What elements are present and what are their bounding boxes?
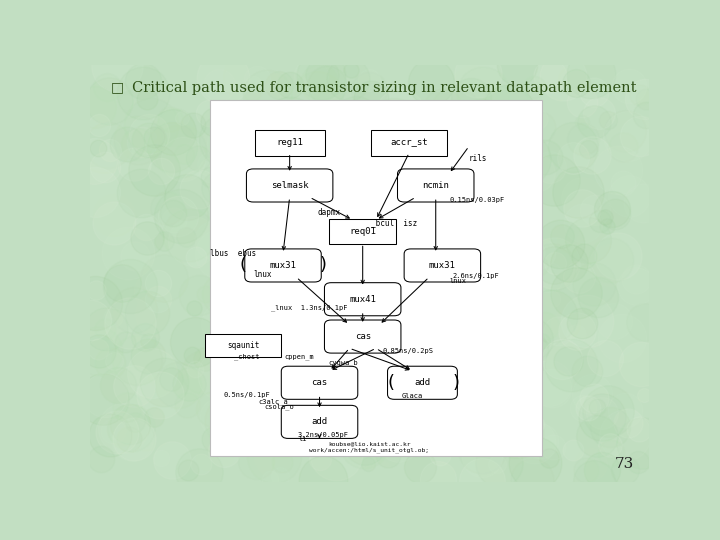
Text: □: □ xyxy=(111,80,125,94)
Text: selmask: selmask xyxy=(271,181,308,190)
Text: mux31: mux31 xyxy=(269,261,297,270)
Text: dapmx: dapmx xyxy=(318,207,341,217)
Text: reg11: reg11 xyxy=(276,138,303,147)
FancyBboxPatch shape xyxy=(245,249,321,282)
FancyBboxPatch shape xyxy=(282,406,358,438)
Text: 3.2ns/0.05pF: 3.2ns/0.05pF xyxy=(297,432,348,438)
Text: _bcul  isz: _bcul isz xyxy=(371,218,418,227)
Text: (: ( xyxy=(387,374,395,392)
FancyBboxPatch shape xyxy=(387,366,457,399)
Text: 0.15ns/0.03pF: 0.15ns/0.03pF xyxy=(449,197,504,202)
FancyBboxPatch shape xyxy=(404,249,481,282)
Text: c3alc_a: c3alc_a xyxy=(258,398,288,404)
Text: req01: req01 xyxy=(349,227,376,236)
Text: mux31: mux31 xyxy=(429,261,456,270)
Text: lbus  ebus: lbus ebus xyxy=(210,248,256,258)
Text: Critical path used for transistor sizing in relevant datapath element: Critical path used for transistor sizing… xyxy=(132,80,636,94)
Text: ncmin: ncmin xyxy=(423,181,449,190)
Text: _lnux  1.3ns/0.1pF: _lnux 1.3ns/0.1pF xyxy=(271,305,348,312)
FancyBboxPatch shape xyxy=(397,169,474,202)
Text: add: add xyxy=(312,417,328,427)
Text: 0.5ns/0.1pF: 0.5ns/0.1pF xyxy=(223,392,270,398)
Text: Glaca: Glaca xyxy=(402,393,423,399)
FancyBboxPatch shape xyxy=(246,169,333,202)
Text: accr_st: accr_st xyxy=(390,138,428,147)
Text: cppen_m: cppen_m xyxy=(284,354,315,360)
Text: cas: cas xyxy=(312,379,328,387)
FancyBboxPatch shape xyxy=(205,334,282,357)
FancyBboxPatch shape xyxy=(282,366,358,399)
FancyBboxPatch shape xyxy=(255,130,325,156)
Text: rils: rils xyxy=(469,154,487,163)
Text: csola_o: csola_o xyxy=(265,403,294,410)
Text: li: li xyxy=(299,436,307,442)
Text: cyqwa_b: cyqwa_b xyxy=(328,359,358,366)
Text: sqaunit: sqaunit xyxy=(227,341,259,350)
Text: _chost: _chost xyxy=(234,354,259,360)
Text: lnux: lnux xyxy=(449,279,466,285)
Text: 0.85ns/0.2pS: 0.85ns/0.2pS xyxy=(382,348,433,354)
Text: cas: cas xyxy=(355,332,371,341)
Text: add: add xyxy=(415,379,431,387)
Text: 73: 73 xyxy=(615,457,634,471)
FancyBboxPatch shape xyxy=(371,130,447,156)
Text: ): ) xyxy=(320,256,326,274)
Text: lnux: lnux xyxy=(254,270,272,279)
FancyBboxPatch shape xyxy=(325,282,401,316)
Text: work/accen:/html/s_unit_otgl.ob;: work/accen:/html/s_unit_otgl.ob; xyxy=(310,448,429,453)
FancyBboxPatch shape xyxy=(325,320,401,353)
FancyBboxPatch shape xyxy=(210,100,542,456)
Text: ): ) xyxy=(452,374,459,392)
Text: (: ( xyxy=(240,256,247,274)
FancyBboxPatch shape xyxy=(330,219,396,245)
Text: koubse@lio.kaist.ac.kr: koubse@lio.kaist.ac.kr xyxy=(328,441,410,446)
Text: 2.6ns/0.1pF: 2.6ns/0.1pF xyxy=(452,273,499,279)
Text: mux41: mux41 xyxy=(349,295,376,303)
